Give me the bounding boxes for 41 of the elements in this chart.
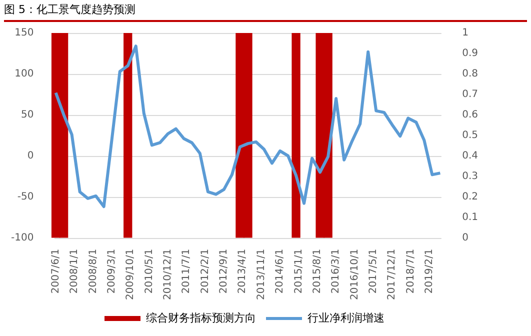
x-tick-label: 2010/5/1 — [144, 248, 155, 294]
x-tick-label: 2013/11/1 — [256, 248, 267, 300]
x-tick-label: 2008/8/1 — [88, 248, 99, 294]
legend-label: 综合财务指标预测方向 — [146, 311, 256, 324]
x-tick-label: 2016/3/1 — [330, 248, 342, 294]
y2-tick-label: 0.2 — [462, 191, 478, 202]
x-tick-label: 2017/5/1 — [368, 248, 380, 294]
y2-tick-label: 0.5 — [462, 130, 478, 141]
x-tick-label: 2012/2/1 — [200, 248, 211, 294]
x-tick-label: 2010/12/1 — [162, 248, 174, 300]
y-tick-label: 50 — [20, 109, 34, 120]
y-tick-label: -100 — [10, 232, 34, 244]
x-tick-label: 2007/6/1 — [50, 248, 62, 294]
x-tick-label: 2013/4/1 — [237, 248, 248, 294]
x-tick-label: 2016/10/1 — [349, 248, 360, 300]
y2-tick-label: 0.6 — [462, 109, 478, 120]
x-tick-label: 2009/10/1 — [125, 248, 136, 300]
x-tick-label: 2011/7/1 — [181, 248, 192, 294]
x-tick-label: 2012/9/1 — [218, 248, 230, 294]
y2-tick-label: 0.4 — [462, 150, 478, 162]
x-tick-label: 2015/1/1 — [293, 248, 304, 294]
y2-tick-label: 1 — [462, 28, 468, 39]
y-tick-label: 150 — [14, 28, 34, 39]
y2-tick-label: 0.8 — [462, 68, 478, 80]
x-tick-label: 2014/6/1 — [274, 248, 286, 294]
y-tick-label: -50 — [17, 191, 34, 202]
legend-label: 行业净利润增速 — [308, 311, 384, 324]
x-tick-label: 2019/2/1 — [424, 248, 436, 294]
y2-tick-label: 0.3 — [462, 170, 478, 182]
y2-tick-label: 0.1 — [462, 212, 478, 223]
y2-tick-label: 0.7 — [462, 89, 478, 100]
x-tick-label: 2017/12/1 — [386, 248, 398, 300]
chart-title: 图 5：化工景气度趋势预测 — [4, 2, 527, 22]
x-tick-label: 2015/8/1 — [312, 248, 323, 294]
y2-tick-label: 0 — [462, 232, 468, 244]
y2-tick-label: 0.9 — [462, 48, 478, 60]
x-tick-label: 2008/1/1 — [69, 248, 80, 294]
x-tick-label: 2009/3/1 — [106, 248, 118, 294]
x-tick-label: 2018/7/1 — [405, 248, 416, 294]
y-tick-label: 100 — [14, 68, 34, 80]
y-tick-label: 0 — [27, 150, 34, 162]
